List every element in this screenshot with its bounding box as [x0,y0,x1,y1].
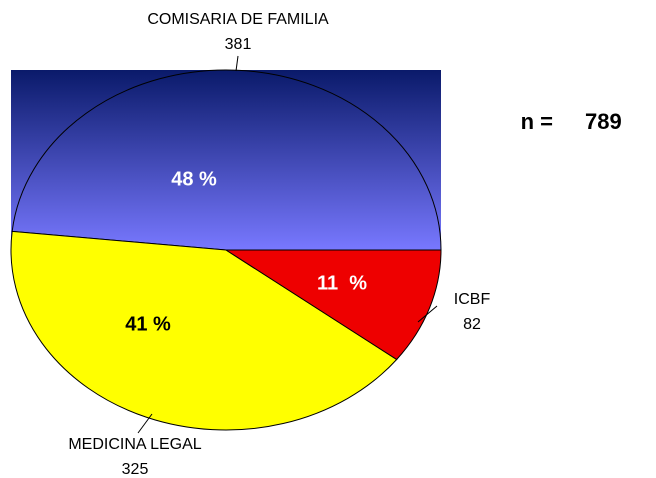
leader-line [417,305,438,323]
n-value: 789 [585,109,622,134]
n-label: n = [521,109,553,134]
leader-line [137,413,153,434]
pie-slice [10,230,398,431]
value-label: 82 [463,316,481,333]
value-label: 381 [225,36,252,53]
percent-label: 11 % [317,272,367,294]
leader-line [235,55,239,72]
percent-label: 48 % [171,168,217,190]
pie-slice [224,249,442,361]
pie-slice [11,69,442,251]
category-label: COMISARIA DE FAMILIA [147,11,329,28]
category-label: ICBF [454,291,491,308]
percent-label: 41 % [125,313,171,335]
category-label: MEDICINA LEGAL [68,436,201,453]
value-label: 325 [122,461,149,478]
